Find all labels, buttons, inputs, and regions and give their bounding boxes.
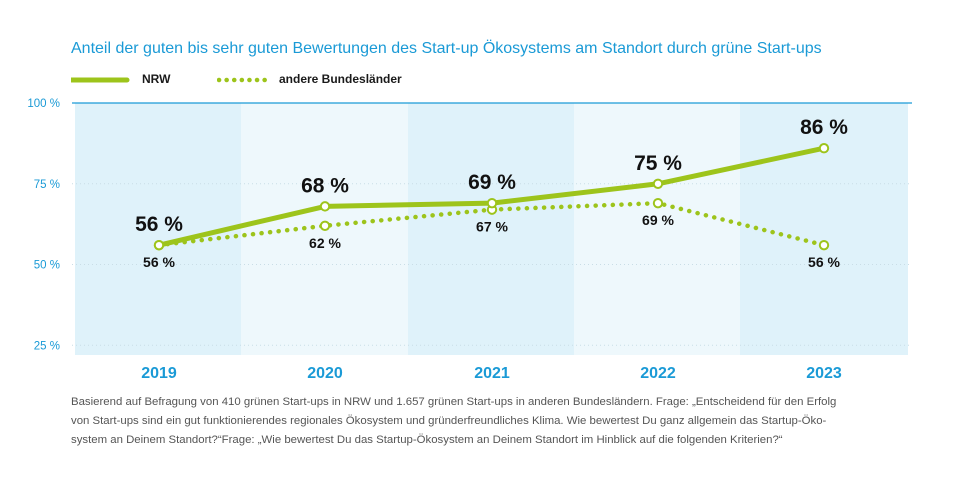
footnote-line-2: von Start-ups sind ein gut funktionieren… (71, 415, 827, 427)
footnote: Basierend auf Befragung von 410 grünen S… (71, 393, 911, 450)
footnote-line-1: Basierend auf Befragung von 410 grünen S… (71, 396, 837, 408)
legend-swatch-solid (71, 77, 130, 83)
column-band-2022 (574, 103, 742, 355)
column-band-2021 (408, 103, 576, 355)
data-label-nrw-2023: 86 % (800, 116, 848, 139)
x-tick-label-2021: 2021 (474, 365, 510, 382)
marker-nrw-2022 (652, 178, 664, 189)
legend-label-andere: andere Bundesländer (279, 72, 402, 86)
legend-label-nrw: NRW (142, 72, 171, 86)
column-band-2019 (75, 103, 243, 355)
marker-nrw-2019 (153, 239, 165, 251)
y-tick-label: 75 % (34, 179, 60, 191)
data-label-nrw-2021: 69 % (468, 171, 516, 194)
x-tick-label-2019: 2019 (141, 365, 177, 382)
x-tick-label-2022: 2022 (640, 365, 676, 382)
data-label-andere-2022: 69 % (642, 212, 674, 228)
marker-nrw-2020 (319, 201, 331, 212)
marker-andere-2020 (319, 220, 331, 231)
data-label-andere-2020: 62 % (309, 235, 341, 251)
data-label-andere-2021: 67 % (476, 219, 508, 235)
legend-swatch-dotted (217, 77, 268, 83)
y-tick-label: 50 % (34, 260, 60, 272)
y-tick-label: 100 % (27, 98, 60, 110)
data-label-andere-2019: 56 % (143, 254, 175, 270)
marker-andere-2022 (652, 197, 664, 209)
data-label-nrw-2022: 75 % (634, 152, 682, 175)
line-chart: 25 % 50 % 75 % 100 % 2019 2020 2021 2022 2023 56 … (27, 98, 912, 382)
x-tick-label-2023: 2023 (806, 365, 842, 382)
data-label-nrw-2020: 68 % (301, 174, 349, 197)
marker-nrw-2023 (818, 143, 830, 154)
y-tick-label: 25 % (34, 340, 60, 352)
marker-nrw-2021 (486, 197, 498, 209)
footnote-line-3: system an Deinem Standort?“Frage: „Wie b… (71, 434, 783, 446)
x-tick-label-2020: 2020 (307, 365, 343, 382)
chart-title: Anteil der guten bis sehr guten Bewertun… (71, 40, 822, 57)
data-label-andere-2023: 56 % (808, 254, 840, 270)
data-label-nrw-2019: 56 % (135, 213, 183, 236)
marker-andere-2023 (818, 239, 830, 251)
